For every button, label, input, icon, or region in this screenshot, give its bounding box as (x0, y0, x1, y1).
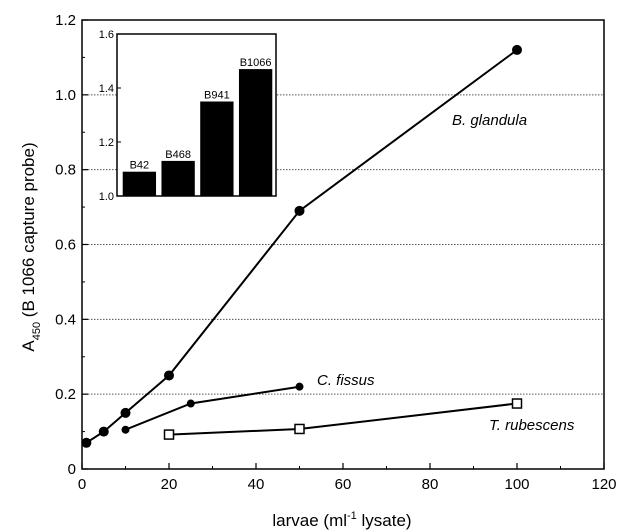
x-tick-label: 20 (161, 476, 178, 493)
series-line (125, 385, 300, 431)
inset-bar-b1066 (238, 69, 273, 196)
series-label-t-rubescens: T. rubescens (489, 417, 575, 434)
data-point (294, 205, 305, 216)
x-tick-label: 60 (335, 476, 352, 493)
y-tick-label: 0.6 (55, 237, 76, 254)
inset-bar-b42 (122, 171, 157, 196)
x-ticks: 0 20 40 60 80 100 120 (78, 463, 617, 493)
x-tick-label: 80 (422, 476, 439, 493)
series-c-fissus (121, 382, 304, 434)
data-point (98, 426, 109, 437)
y-tick-label: 0.8 (55, 162, 76, 179)
data-point (120, 407, 131, 418)
inset-bar-label: B1066 (240, 57, 272, 69)
series-label-c-fissus: C. fissus (317, 372, 375, 389)
y-ticks: 0 0.2 0.4 0.6 0.8 1.0 1.2 (55, 12, 88, 478)
series-b-glandula (81, 44, 522, 448)
y-axis-label: A450 (B 1066 capture probe) (19, 142, 43, 351)
inset-bar-label: B941 (204, 90, 230, 102)
x-axis-label: larvae (ml-1 lysate) (272, 510, 411, 530)
y-tick-label: 1.0 (55, 87, 76, 104)
data-point (512, 44, 522, 55)
data-point (81, 437, 92, 448)
x-tick-label: 0 (78, 476, 86, 493)
data-point (511, 398, 523, 409)
x-tick-label: 120 (591, 476, 616, 493)
y-tick-label: 0 (68, 461, 76, 478)
inset-bar-label: B468 (165, 149, 191, 161)
inset-y-tick-label: 1.2 (99, 137, 114, 149)
x-tick-label: 100 (504, 476, 529, 493)
data-point (294, 423, 305, 435)
inset-bar-label: B42 (130, 160, 150, 172)
data-point (295, 382, 304, 391)
x-tick-label: 40 (248, 476, 265, 493)
inset-y-tick-label: 1.4 (99, 83, 114, 95)
series-label-b-glandula: B. glandula (452, 112, 527, 129)
y-tick-label: 0.4 (55, 311, 76, 328)
data-point (164, 370, 174, 381)
data-point (186, 399, 195, 408)
series-t-rubescens (163, 398, 523, 440)
y-tick-label: 1.2 (55, 12, 76, 29)
series-layer (81, 44, 523, 448)
inset-bar-chart: 1.0 1.2 1.4 1.6 B42 B468 B941 B1066 (99, 29, 277, 203)
data-point (121, 425, 130, 434)
inset-y-tick-label: 1.6 (99, 29, 114, 41)
inset-bar-b468 (161, 160, 195, 196)
inset-bar-b941 (200, 101, 234, 196)
series-line (168, 402, 518, 436)
inset-y-tick-label: 1.0 (99, 191, 114, 203)
data-point (163, 429, 175, 440)
y-tick-label: 0.2 (55, 386, 76, 403)
